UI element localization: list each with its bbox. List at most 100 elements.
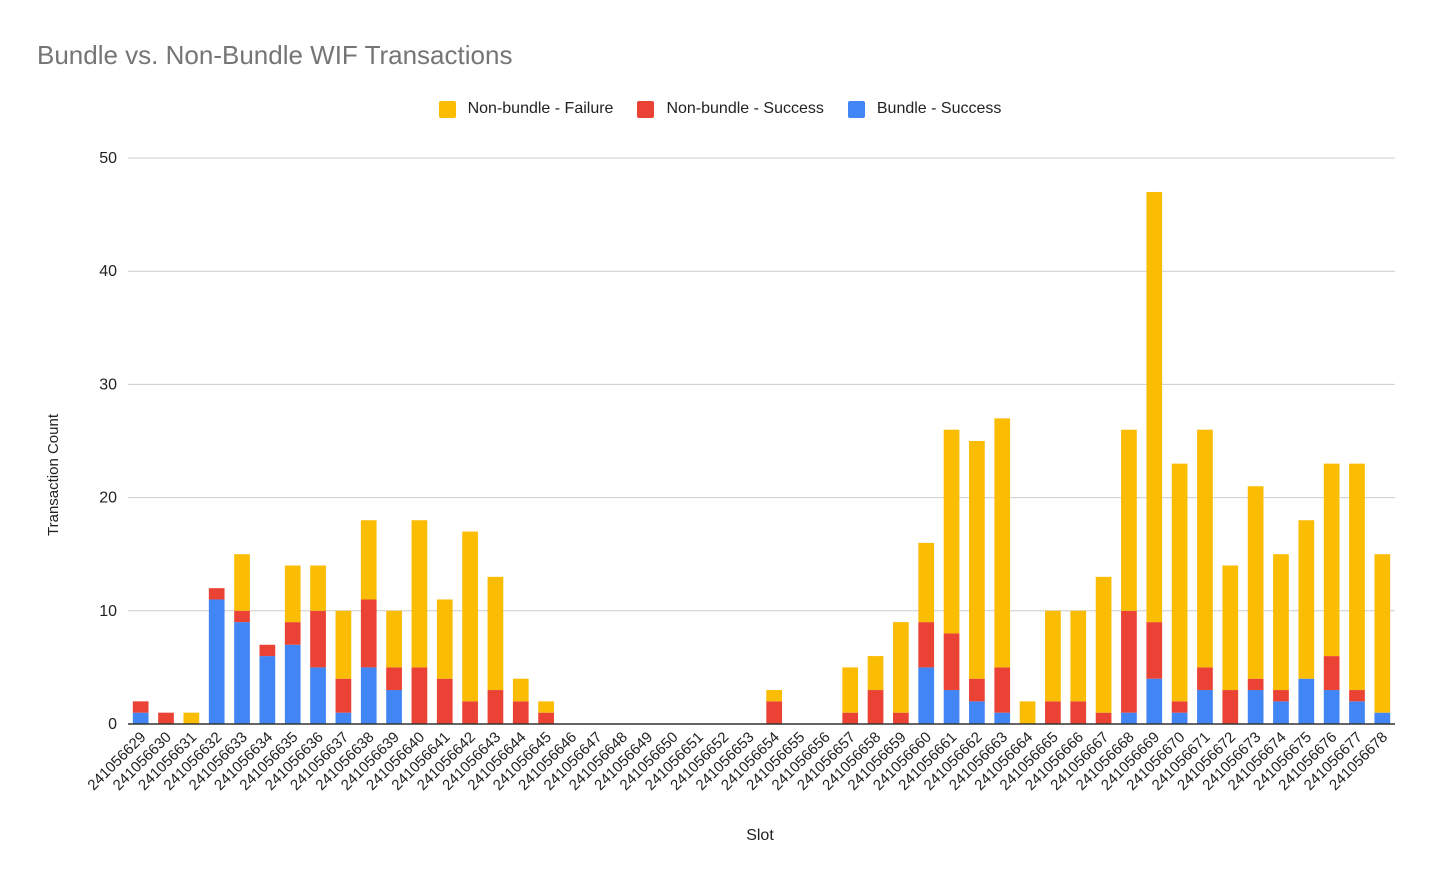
bar-segment-non-bundle-failure-241056637[interactable] (335, 610, 352, 679)
bar-segment-non-bundle-success-241056661[interactable] (943, 633, 960, 691)
bar-segment-non-bundle-success-241056666[interactable] (1070, 701, 1087, 724)
bar-segment-non-bundle-success-241056630[interactable] (158, 712, 174, 724)
bar-segment-non-bundle-success-241056665[interactable] (1045, 701, 1061, 724)
bar-segment-non-bundle-success-241056640[interactable] (411, 667, 428, 724)
bar-segment-bundle-success-241056677[interactable] (1349, 701, 1365, 724)
bar-segment-non-bundle-failure-241056662[interactable] (969, 441, 985, 679)
bar-segment-bundle-success-241056671[interactable] (1197, 690, 1213, 724)
bar-segment-non-bundle-success-241056658[interactable] (867, 690, 884, 724)
bar-segment-non-bundle-failure-241056668[interactable] (1121, 429, 1137, 611)
bar-segment-bundle-success-241056632[interactable] (208, 599, 225, 724)
bar-segment-non-bundle-failure-241056672[interactable] (1222, 565, 1239, 691)
bar-segment-non-bundle-failure-241056673[interactable] (1247, 486, 1264, 679)
bar-segment-non-bundle-success-241056634[interactable] (259, 644, 276, 657)
bar-segment-non-bundle-success-241056654[interactable] (766, 701, 783, 724)
bar-segment-non-bundle-failure-241056657[interactable] (842, 667, 859, 713)
bar-segment-non-bundle-failure-241056678[interactable] (1374, 554, 1391, 713)
bar-segment-bundle-success-241056670[interactable] (1171, 712, 1188, 724)
bar-segment-non-bundle-success-241056667[interactable] (1095, 712, 1112, 724)
bar-segment-bundle-success-241056661[interactable] (943, 690, 960, 724)
bar-segment-non-bundle-failure-241056633[interactable] (234, 554, 250, 611)
bar-segment-non-bundle-failure-241056640[interactable] (411, 520, 428, 668)
bar-segment-non-bundle-failure-241056665[interactable] (1045, 610, 1061, 702)
bar-segment-non-bundle-failure-241056659[interactable] (893, 622, 909, 713)
bar-segment-non-bundle-failure-241056639[interactable] (386, 610, 402, 668)
bar-segment-non-bundle-failure-241056638[interactable] (360, 520, 377, 600)
bar-segment-non-bundle-failure-241056669[interactable] (1146, 191, 1163, 623)
bar-segment-non-bundle-success-241056644[interactable] (512, 701, 529, 724)
bar-segment-non-bundle-success-241056642[interactable] (462, 701, 478, 724)
bar-segment-non-bundle-success-241056645[interactable] (538, 712, 554, 724)
bar-segment-non-bundle-failure-241056658[interactable] (867, 656, 884, 691)
bar-segment-non-bundle-success-241056662[interactable] (969, 678, 985, 702)
bar-segment-non-bundle-success-241056677[interactable] (1349, 690, 1365, 702)
bar-segment-non-bundle-failure-241056643[interactable] (487, 576, 504, 691)
bar-segment-non-bundle-success-241056639[interactable] (386, 667, 402, 691)
bar-segment-non-bundle-success-241056633[interactable] (234, 610, 250, 623)
bar-segment-non-bundle-success-241056669[interactable] (1146, 622, 1163, 679)
bar-segment-non-bundle-failure-241056654[interactable] (766, 690, 783, 702)
bar-segment-bundle-success-241056638[interactable] (360, 667, 377, 724)
bar-segment-non-bundle-failure-241056667[interactable] (1095, 576, 1112, 713)
bar-segment-non-bundle-failure-241056636[interactable] (310, 565, 326, 611)
bar-segment-non-bundle-success-241056660[interactable] (918, 622, 935, 668)
bar-segment-non-bundle-failure-241056644[interactable] (512, 678, 529, 702)
bar-segment-non-bundle-failure-241056671[interactable] (1197, 429, 1213, 668)
bar-segment-bundle-success-241056634[interactable] (259, 656, 276, 724)
bar-segment-non-bundle-failure-241056676[interactable] (1323, 463, 1340, 657)
bar-segment-non-bundle-failure-241056661[interactable] (943, 429, 960, 634)
bar-segment-non-bundle-success-241056641[interactable] (436, 678, 453, 724)
bar-segment-non-bundle-success-241056636[interactable] (310, 610, 326, 668)
bar-segment-non-bundle-failure-241056663[interactable] (994, 418, 1011, 668)
bar-segment-bundle-success-241056669[interactable] (1146, 678, 1163, 724)
bar-segment-non-bundle-success-241056674[interactable] (1273, 690, 1289, 702)
legend-item-nonbundle-success[interactable]: Non-bundle - Success (637, 100, 824, 118)
legend-item-bundle-success[interactable]: Bundle - Success (847, 100, 1001, 118)
bar-segment-non-bundle-failure-241056674[interactable] (1273, 554, 1289, 691)
bar-segment-bundle-success-241056637[interactable] (335, 712, 352, 724)
bar-segment-non-bundle-failure-241056675[interactable] (1298, 520, 1315, 679)
bar-segment-bundle-success-241056674[interactable] (1273, 701, 1289, 724)
bar-segment-bundle-success-241056633[interactable] (234, 622, 250, 724)
bar-segment-bundle-success-241056639[interactable] (386, 690, 402, 724)
bar-segment-bundle-success-241056673[interactable] (1247, 690, 1264, 724)
bar-segment-non-bundle-success-241056643[interactable] (487, 690, 504, 724)
bar-segment-bundle-success-241056660[interactable] (918, 667, 935, 724)
legend-item-nonbundle-failure[interactable]: Non-bundle - Failure (438, 100, 613, 118)
bar-segment-bundle-success-241056675[interactable] (1298, 678, 1315, 724)
bar-segment-non-bundle-failure-241056664[interactable] (1019, 701, 1036, 724)
bar-segment-non-bundle-success-241056663[interactable] (994, 667, 1011, 713)
bar-segment-non-bundle-success-241056659[interactable] (893, 712, 909, 724)
bar-segment-non-bundle-success-241056635[interactable] (284, 622, 301, 645)
bar-segment-non-bundle-success-241056671[interactable] (1197, 667, 1213, 691)
bar-segment-non-bundle-success-241056670[interactable] (1171, 701, 1188, 713)
x-tick-labels: 2410566292410566302410566312410566322410… (84, 729, 1391, 794)
bar-segment-non-bundle-failure-241056660[interactable] (918, 542, 935, 623)
bar-segment-non-bundle-success-241056676[interactable] (1323, 656, 1340, 691)
bar-segment-non-bundle-failure-241056641[interactable] (436, 599, 453, 679)
bar-segment-bundle-success-241056668[interactable] (1121, 712, 1137, 724)
bar-segment-non-bundle-failure-241056645[interactable] (538, 701, 554, 713)
bar-segment-bundle-success-241056676[interactable] (1323, 690, 1340, 724)
bar-segment-non-bundle-failure-241056666[interactable] (1070, 610, 1087, 702)
bar-segment-bundle-success-241056662[interactable] (969, 701, 985, 724)
bar-segment-non-bundle-success-241056629[interactable] (132, 701, 149, 713)
bar-segment-bundle-success-241056635[interactable] (284, 644, 301, 724)
bar-segment-non-bundle-success-241056637[interactable] (335, 678, 352, 713)
bar-segment-non-bundle-success-241056632[interactable] (208, 588, 225, 600)
bar-segment-non-bundle-failure-241056635[interactable] (284, 565, 301, 623)
bar-segment-non-bundle-success-241056668[interactable] (1121, 610, 1137, 713)
bar-segment-non-bundle-success-241056657[interactable] (842, 712, 859, 724)
bar-segment-non-bundle-failure-241056631[interactable] (183, 712, 200, 724)
bar-segment-non-bundle-failure-241056670[interactable] (1171, 463, 1188, 702)
bar-segment-bundle-success-241056663[interactable] (994, 712, 1011, 724)
bar-segment-non-bundle-success-241056673[interactable] (1247, 678, 1264, 691)
bar-segment-non-bundle-failure-241056677[interactable] (1349, 463, 1365, 691)
bar-segment-non-bundle-success-241056672[interactable] (1222, 690, 1239, 724)
bar-segment-bundle-success-241056678[interactable] (1374, 712, 1391, 724)
y-tick-label: 20 (99, 490, 117, 507)
bar-segment-non-bundle-failure-241056642[interactable] (462, 531, 478, 702)
bar-segment-bundle-success-241056636[interactable] (310, 667, 326, 724)
bar-segment-bundle-success-241056629[interactable] (132, 712, 149, 724)
bar-segment-non-bundle-success-241056638[interactable] (360, 599, 377, 668)
